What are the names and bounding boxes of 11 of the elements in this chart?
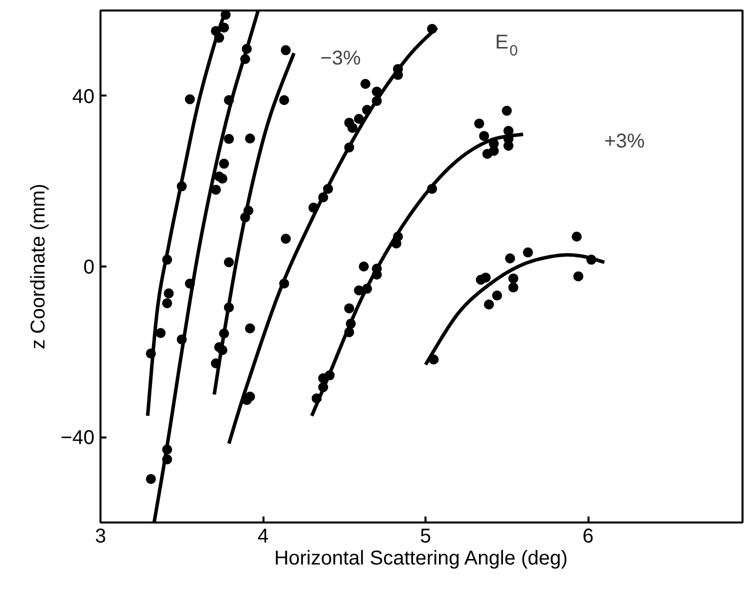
x-axis-title: Horizontal Scattering Angle (deg) [274, 548, 568, 570]
x-tick-label: 4 [257, 526, 269, 548]
annotation: −3% [320, 48, 362, 70]
y-axis-title: z Coordinate (mm) [28, 184, 50, 350]
annotation: +3% [604, 130, 646, 152]
x-tick-label: 6 [582, 526, 594, 548]
y-tick-label: 40 [72, 86, 95, 108]
x-tick-label: 5 [420, 526, 432, 548]
y-tick-label: −40 [60, 427, 95, 450]
x-tick-label: 3 [94, 526, 106, 548]
y-tick-label: 0 [83, 256, 94, 278]
